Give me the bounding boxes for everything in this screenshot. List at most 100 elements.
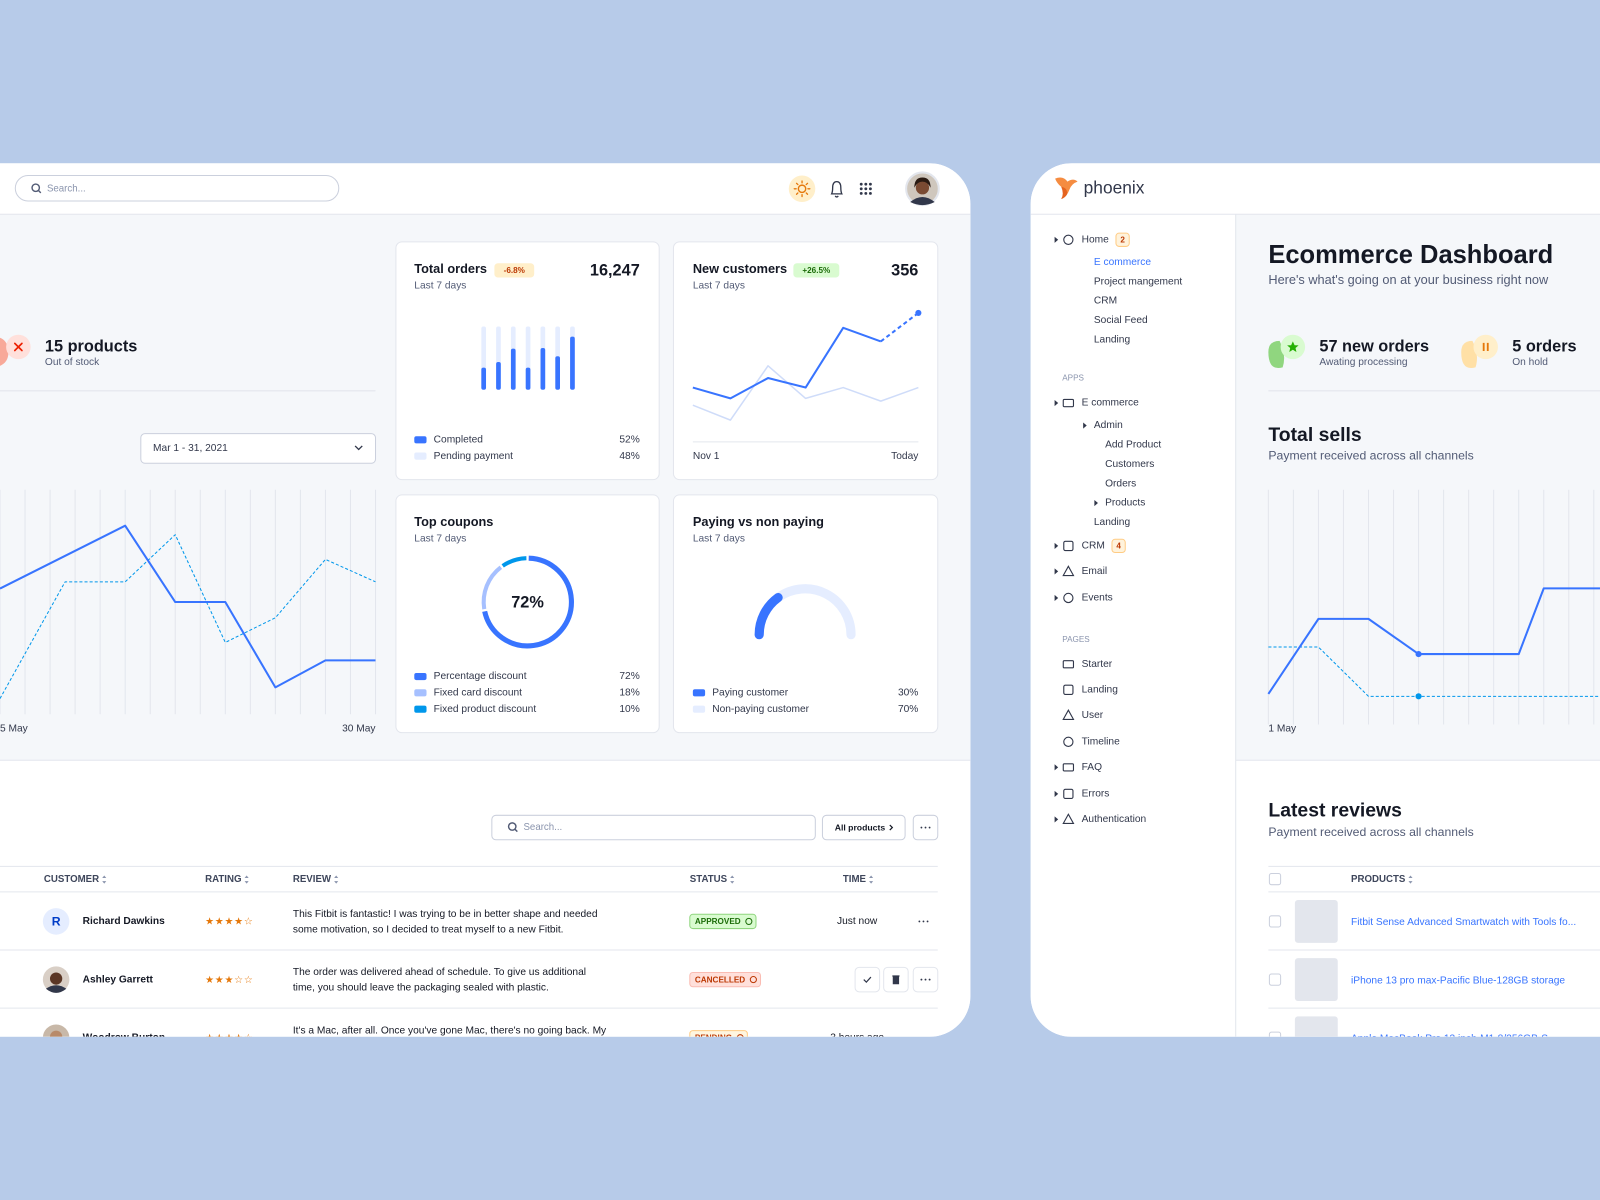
nav-item[interactable]: Landing <box>1094 334 1131 345</box>
search-placeholder: Search... <box>47 183 86 194</box>
section-title: Latest reviews <box>1268 799 1402 821</box>
nav-item[interactable]: Authentication <box>1082 814 1147 825</box>
nav-item[interactable]: User <box>1082 710 1104 721</box>
apps-icon[interactable] <box>864 187 868 191</box>
nav-item[interactable]: Add Product <box>1105 440 1161 451</box>
row-action[interactable] <box>854 966 881 993</box>
nav-item[interactable]: CRM <box>1094 296 1117 307</box>
trash-icon <box>892 975 900 985</box>
column-header[interactable]: RATING <box>205 874 241 885</box>
status-badge <box>689 913 757 930</box>
nav-item[interactable]: Errors <box>1082 789 1110 800</box>
apps-icon[interactable] <box>864 182 868 186</box>
apps-icon[interactable] <box>868 182 872 186</box>
card-subtitle: Last 7 days <box>693 280 745 291</box>
legend-swatch <box>414 705 427 713</box>
nav-icon <box>1062 763 1075 772</box>
column-header[interactable]: REVIEW <box>293 874 332 885</box>
apps-icon[interactable] <box>859 182 863 186</box>
nav-item[interactable]: Admin <box>1094 420 1123 431</box>
checkbox[interactable] <box>1268 973 1282 986</box>
dashboard-canvas: Search... 15 products Out of stock Mar 1 - … <box>0 163 971 1037</box>
bar <box>510 348 516 390</box>
product-link[interactable]: Fitbit Sense Advanced Smartwatch with To… <box>1351 917 1576 928</box>
date-picker[interactable] <box>140 433 377 464</box>
theme-toggle[interactable] <box>788 175 816 203</box>
search-box[interactable] <box>14 174 340 202</box>
customers-line-projection <box>880 312 919 343</box>
nav-icon <box>1062 813 1075 825</box>
checkbox[interactable] <box>1268 872 1282 886</box>
apps-icon[interactable] <box>868 191 872 195</box>
legend-value: 70% <box>898 704 918 715</box>
apps-icon[interactable] <box>864 191 868 195</box>
logo-icon <box>1061 186 1068 199</box>
checkbox[interactable] <box>1268 1031 1282 1037</box>
product-link[interactable]: Apple MacBook Pro 13 inch-M1-8/256GB-S..… <box>1351 1033 1557 1036</box>
apps-icon[interactable] <box>859 191 863 195</box>
stat-subtitle: Awating processing <box>1319 357 1407 368</box>
apps-icon[interactable] <box>868 187 872 191</box>
column-header[interactable]: STATUS <box>690 874 728 885</box>
nav-item[interactable]: Products <box>1105 498 1145 509</box>
sort-icon <box>869 875 874 884</box>
nav-item[interactable]: FAQ <box>1082 762 1102 773</box>
nav-icon <box>1062 660 1075 669</box>
star: ★ <box>205 917 214 928</box>
more-icon <box>922 920 925 923</box>
legend-swatch <box>414 436 427 444</box>
product-link[interactable]: iPhone 13 pro max-Pacific Blue-128GB sto… <box>1351 975 1565 986</box>
table-search[interactable] <box>491 814 816 841</box>
nav-item[interactable]: Landing <box>1082 684 1119 695</box>
chevron <box>889 824 894 831</box>
nav-item[interactable]: Social Feed <box>1094 315 1148 326</box>
badge-text: -6.8% <box>504 266 526 275</box>
more-icon <box>926 920 929 923</box>
x-label: Today <box>891 451 919 462</box>
gauge-segment <box>754 592 783 640</box>
nav-item[interactable]: Email <box>1082 566 1107 577</box>
column-header[interactable]: PRODUCTS <box>1351 874 1406 885</box>
star: ☆ <box>234 975 243 986</box>
filter-button[interactable] <box>821 814 906 841</box>
apps-icon[interactable] <box>859 187 863 191</box>
nav-item[interactable]: Customers <box>1105 459 1154 470</box>
nav-item[interactable]: E commerce <box>1094 257 1152 268</box>
nav-item[interactable]: Starter <box>1082 659 1113 670</box>
nav-item[interactable]: Orders <box>1105 478 1136 489</box>
app-panel: phoenix Home 2 E commerce Project mangement C… <box>1030 163 1600 1037</box>
customer-name[interactable]: Ashley Garrett <box>83 974 154 985</box>
legend-swatch <box>414 452 427 460</box>
customer-name[interactable]: Richard Dawkins <box>83 916 165 927</box>
legend-label: Paying customer <box>712 688 788 699</box>
nav-item[interactable]: Events <box>1082 593 1113 604</box>
nav-heading: PAGES <box>1062 635 1090 644</box>
nav-heading: APPS <box>1062 374 1084 383</box>
card-title: New customers <box>693 261 787 276</box>
customer-name[interactable]: Woodrow Burton <box>83 1032 165 1036</box>
legend-label: Fixed product discount <box>434 704 537 715</box>
x-label: Nov 1 <box>693 451 720 462</box>
nav-item[interactable]: Timeline <box>1082 737 1120 748</box>
avatar-head <box>49 972 63 985</box>
star: ★ <box>205 1033 214 1037</box>
badge-text: +26.5% <box>802 266 831 275</box>
customers-point <box>915 309 922 316</box>
nav-icon <box>1062 565 1075 577</box>
checkbox[interactable] <box>1268 915 1282 928</box>
avatar-head <box>50 1030 63 1037</box>
nav-item[interactable]: Project mangement <box>1094 276 1183 287</box>
column-header[interactable]: TIME <box>843 874 867 885</box>
nav-item[interactable]: Home <box>1082 234 1110 245</box>
nav-item[interactable]: CRM <box>1082 541 1105 552</box>
stat-subtitle: On hold <box>1512 357 1548 368</box>
status-badge <box>689 971 762 988</box>
nav-item[interactable]: Landing <box>1094 517 1131 528</box>
sells-point <box>1415 693 1422 700</box>
bell-icon[interactable] <box>830 180 843 198</box>
legend-swatch <box>692 689 706 697</box>
column-header[interactable]: CUSTOMER <box>44 874 99 885</box>
sun-icon <box>795 182 799 186</box>
sun-icon <box>795 192 799 195</box>
nav-item[interactable]: E commerce <box>1082 398 1140 409</box>
